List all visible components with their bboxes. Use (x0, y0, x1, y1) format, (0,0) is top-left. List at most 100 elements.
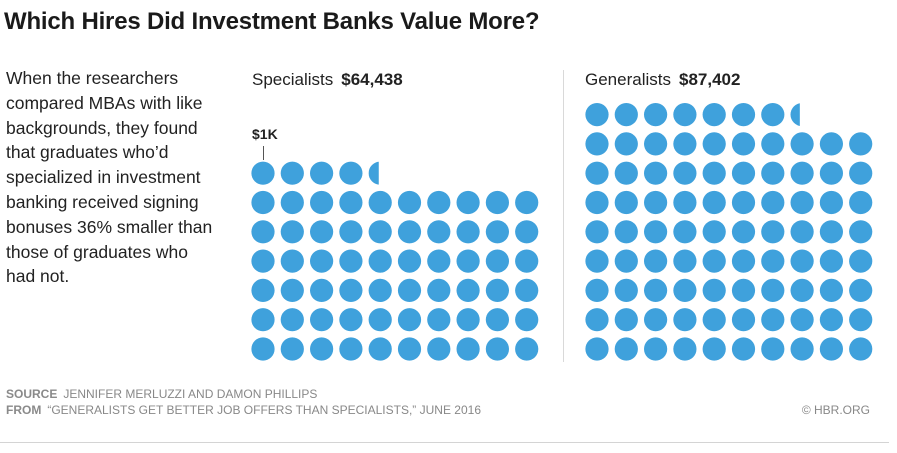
specialists-dot (456, 308, 480, 332)
specialists-label: Specialists (252, 70, 334, 89)
generalists-dot (585, 161, 609, 185)
generalists-dot (644, 161, 668, 185)
specialists-dot (368, 249, 392, 273)
generalists-dot (702, 337, 726, 361)
generalists-dot (761, 190, 785, 215)
specialists-dot (251, 220, 275, 244)
specialists-dot (515, 249, 539, 273)
generalists-dot (819, 249, 844, 273)
generalists-dot (614, 132, 638, 156)
generalists-dot (761, 337, 785, 361)
unit-legend-tick (263, 146, 264, 160)
generalists-dot (819, 278, 844, 302)
specialists-dot (456, 220, 480, 244)
generalists-dot (790, 190, 814, 215)
generalists-dot (585, 190, 609, 215)
specialists-dot (397, 220, 422, 244)
generalists-dot (819, 308, 844, 332)
generalists-dot (761, 278, 785, 302)
specialists-dot (368, 220, 392, 244)
from-key: FROM (6, 403, 42, 417)
generalists-dot (673, 308, 697, 332)
specialists-dot (515, 220, 539, 244)
source-text: JENNIFER MERLUZZI AND DAMON PHILLIPS (63, 387, 318, 401)
generalists-dot (585, 249, 609, 273)
generalists-dot (644, 103, 668, 127)
specialists-dot (310, 337, 334, 361)
specialists-dot (310, 161, 334, 185)
specialists-dot (485, 220, 509, 244)
generalists-dot (702, 132, 726, 156)
generalists-dot (702, 308, 726, 332)
specialists-dot (339, 249, 363, 273)
generalists-dot (731, 308, 756, 332)
generalists-dot (585, 132, 609, 156)
generalists-amount: $87,402 (678, 70, 741, 89)
generalists-dot (673, 337, 697, 361)
generalists-dot (761, 249, 785, 273)
specialists-dot (339, 308, 363, 332)
generalists-dot (702, 278, 726, 302)
generalists-dot (702, 103, 726, 127)
specialists-dot (456, 337, 480, 361)
generalists-dot (790, 132, 814, 156)
credit-text: © HBR.ORG (801, 403, 870, 417)
generalists-dot (790, 249, 814, 273)
generalists-dot (790, 278, 814, 302)
generalists-dot (585, 103, 609, 127)
specialists-dot (368, 278, 392, 302)
generalists-dot (790, 308, 814, 332)
specialists-header: Specialists $64,438 (252, 70, 403, 90)
generalists-dot (614, 190, 638, 215)
specialists-dot (485, 249, 509, 273)
generalists-dot (702, 220, 726, 244)
unit-legend-label: $1K (252, 126, 278, 142)
generalists-dot (790, 220, 814, 244)
generalists-dot (644, 249, 668, 273)
generalists-dot (673, 161, 697, 185)
generalists-dot (673, 103, 697, 127)
specialists-dot (339, 278, 363, 302)
specialists-dot (456, 249, 480, 273)
generalists-dot (819, 132, 844, 156)
specialists-dot (368, 190, 392, 215)
generalists-dot (614, 161, 638, 185)
specialists-dot (456, 278, 480, 302)
specialists-dot (280, 249, 304, 273)
generalists-dot (644, 337, 668, 361)
specialists-dot (515, 278, 539, 302)
specialists-dot (485, 190, 509, 215)
generalists-dot (673, 132, 697, 156)
specialists-dot (397, 337, 422, 361)
generalists-dot (849, 278, 873, 302)
specialists-dot (485, 278, 509, 302)
generalists-dot (849, 161, 873, 185)
source-key: SOURCE (6, 387, 58, 401)
generalists-dot (761, 220, 785, 244)
generalists-dot (585, 220, 609, 244)
specialists-dot (339, 190, 363, 215)
generalists-dot (849, 190, 873, 215)
specialists-dot (251, 308, 275, 332)
specialists-dot (251, 278, 275, 302)
generalists-dot (702, 190, 726, 215)
generalists-dot (819, 161, 844, 185)
specialists-partial-dot (368, 161, 379, 185)
generalists-dot (644, 220, 668, 244)
generalists-partial-dot (790, 103, 800, 126)
specialists-dot (397, 249, 422, 273)
specialists-dot (427, 190, 451, 215)
specialists-dot (368, 337, 392, 361)
specialists-dot (280, 220, 304, 244)
generalists-dot (644, 278, 668, 302)
specialists-dot (310, 190, 334, 215)
specialists-dot (427, 308, 451, 332)
generalists-dot (585, 337, 609, 361)
specialists-dot (280, 278, 304, 302)
specialists-dot (368, 308, 392, 332)
bottom-rule (0, 442, 889, 443)
generalists-dot (761, 161, 785, 185)
specialists-dot (515, 308, 539, 332)
generalists-dot (702, 249, 726, 273)
specialists-dot (339, 220, 363, 244)
